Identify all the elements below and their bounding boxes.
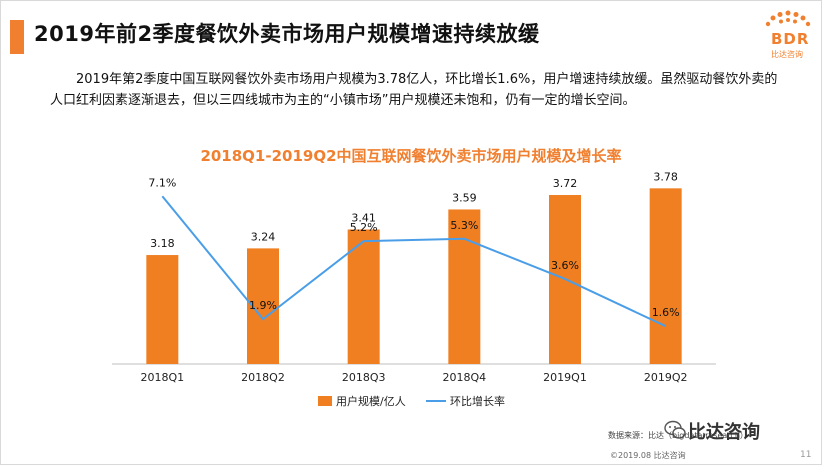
bar-value-label: 3.18 — [150, 237, 175, 250]
growth-value-label: 1.9% — [249, 299, 277, 312]
legend-label-bar: 用户规模/亿人 — [336, 394, 406, 408]
bar-value-label: 3.78 — [653, 170, 678, 183]
growth-value-label: 1.6% — [652, 306, 680, 319]
growth-value-label: 5.3% — [450, 219, 478, 232]
data-source-note: 数据来源：比达（bigdata-research） — [608, 431, 748, 440]
x-tick-label: 2019Q2 — [644, 371, 688, 384]
x-tick-label: 2018Q2 — [241, 371, 285, 384]
growth-rate-line — [161, 195, 667, 328]
growth-value-label: 7.1% — [148, 176, 176, 189]
growth-value-label: 3.6% — [551, 259, 579, 272]
chart-legend: 用户规模/亿人 环比增长率 — [318, 394, 505, 408]
logo-text: BDR — [771, 30, 810, 48]
bdr-logo-icon — [765, 10, 811, 27]
bar-value-label: 3.59 — [452, 191, 477, 204]
x-tick-label: 2018Q4 — [443, 371, 487, 384]
bar-value-label: 3.72 — [553, 177, 578, 190]
legend-label-line: 环比增长率 — [450, 394, 505, 408]
wechat-icon — [664, 420, 686, 439]
bar-value-label: 3.41 — [351, 211, 376, 224]
bar-2018Q1 — [146, 255, 179, 364]
chart-title: 2018Q1-2019Q2中国互联网餐饮外卖市场用户规模及增长率 — [200, 147, 622, 165]
x-tick-label: 2019Q1 — [543, 371, 587, 384]
bar-2018Q3 — [347, 229, 380, 364]
page-title: 2019年前2季度餐饮外卖市场用户规模增速持续放缓 — [34, 22, 540, 46]
bar-2019Q2 — [649, 188, 682, 364]
watermark-text: 比达咨询 — [688, 422, 760, 443]
intro-paragraph: 2019年第2季度中国互联网餐饮外卖市场用户规模为3.78亿人，环比增长1.6%… — [50, 72, 778, 108]
x-tick-label: 2018Q3 — [342, 371, 386, 384]
legend-swatch-bar — [318, 396, 332, 406]
x-tick-label: 2018Q1 — [141, 371, 185, 384]
copyright-text: ©2019.08 比达咨询 — [610, 451, 686, 460]
title-accent-bar — [10, 20, 24, 54]
page-number: 11 — [800, 450, 812, 460]
growth-value-label: 5.2% — [350, 221, 378, 234]
logo-subtitle: 比达咨询 — [771, 50, 803, 59]
bar-2018Q4 — [448, 209, 481, 364]
bar-value-label: 3.24 — [251, 230, 276, 243]
